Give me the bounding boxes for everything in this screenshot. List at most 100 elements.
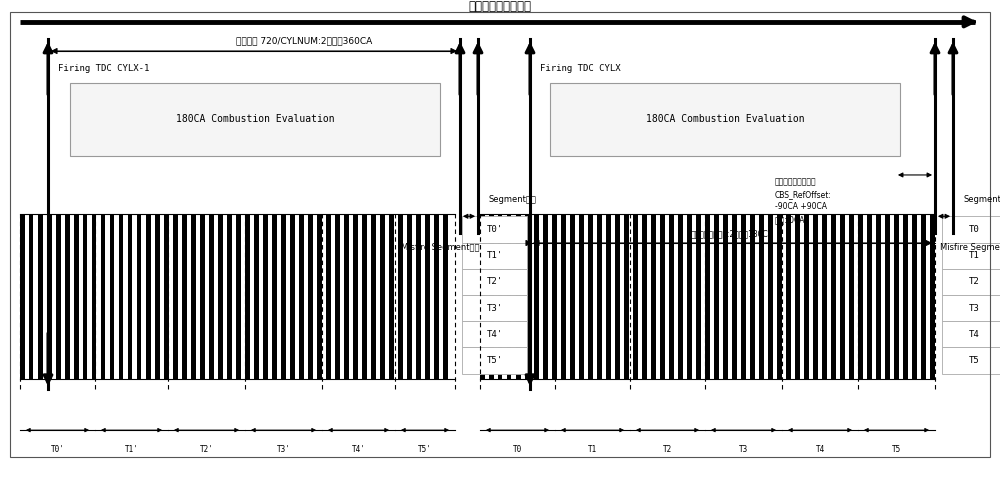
Text: T2: T2: [969, 278, 980, 286]
Bar: [29, 214, 33, 379]
Bar: [894, 214, 899, 379]
Text: T1': T1': [486, 251, 503, 260]
Bar: [65, 214, 70, 379]
Bar: [651, 214, 656, 379]
Bar: [389, 214, 394, 379]
Bar: [101, 214, 105, 379]
Bar: [47, 214, 52, 379]
Bar: [822, 214, 827, 379]
Bar: [254, 214, 259, 379]
Bar: [921, 214, 926, 379]
Bar: [200, 214, 205, 379]
Bar: [942, 269, 1000, 295]
Bar: [813, 214, 818, 379]
Bar: [579, 214, 584, 379]
Bar: [507, 214, 511, 379]
Bar: [840, 214, 845, 379]
Text: T0': T0': [486, 225, 503, 234]
Bar: [498, 214, 502, 379]
Text: T5': T5': [418, 445, 432, 454]
Bar: [858, 214, 863, 379]
Bar: [876, 214, 881, 379]
Text: T2: T2: [663, 445, 672, 454]
Text: T0': T0': [51, 445, 64, 454]
Bar: [380, 214, 385, 379]
Bar: [714, 214, 719, 379]
Bar: [128, 214, 132, 379]
Text: T4': T4': [486, 330, 503, 339]
Bar: [804, 214, 809, 379]
Bar: [615, 214, 620, 379]
Bar: [831, 214, 836, 379]
Text: T5': T5': [486, 356, 503, 365]
Bar: [290, 214, 295, 379]
Bar: [462, 321, 527, 347]
Bar: [723, 214, 728, 379]
Bar: [182, 214, 187, 379]
Bar: [867, 214, 872, 379]
Text: Misfire Segment触发: Misfire Segment触发: [940, 243, 1000, 252]
Text: T1': T1': [125, 445, 138, 454]
Text: T1: T1: [969, 251, 980, 260]
Bar: [642, 214, 647, 379]
Bar: [525, 214, 530, 379]
Text: T0: T0: [969, 225, 980, 234]
Bar: [768, 214, 773, 379]
Bar: [588, 214, 593, 379]
Bar: [173, 214, 178, 379]
Bar: [561, 214, 566, 379]
Bar: [344, 214, 349, 379]
Bar: [849, 214, 854, 379]
Bar: [263, 214, 268, 379]
Bar: [750, 214, 755, 379]
Bar: [903, 214, 908, 379]
Bar: [425, 214, 430, 379]
Bar: [443, 214, 448, 379]
Text: T4: T4: [969, 330, 980, 339]
Bar: [236, 214, 241, 379]
Bar: [759, 214, 764, 379]
Bar: [38, 214, 42, 379]
Bar: [353, 214, 358, 379]
Text: Segment触发: Segment触发: [963, 195, 1000, 204]
Bar: [272, 214, 277, 379]
Text: 发火间隔 720/CYLNUM:2缸机为360CA: 发火间隔 720/CYLNUM:2缸机为360CA: [236, 36, 372, 45]
Text: 发动机曲轴运转方向: 发动机曲轴运转方向: [468, 0, 532, 13]
Bar: [534, 214, 538, 379]
Bar: [942, 347, 1000, 374]
Bar: [326, 214, 331, 379]
Bar: [299, 214, 304, 379]
Bar: [434, 214, 439, 379]
Bar: [732, 214, 737, 379]
Bar: [489, 214, 494, 379]
Bar: [362, 214, 367, 379]
Bar: [462, 216, 527, 243]
Bar: [245, 214, 250, 379]
Bar: [462, 295, 527, 321]
Bar: [942, 243, 1000, 269]
Bar: [741, 214, 746, 379]
Bar: [308, 214, 313, 379]
Text: Segment触发: Segment触发: [488, 195, 536, 204]
Bar: [777, 214, 782, 379]
Text: Firing TDC CYLX: Firing TDC CYLX: [540, 64, 621, 72]
Bar: [335, 214, 340, 379]
Text: T4': T4': [352, 445, 365, 454]
Bar: [633, 214, 638, 379]
Bar: [885, 214, 890, 379]
Text: Firing TDC CYLX-1: Firing TDC CYLX-1: [58, 64, 149, 72]
Bar: [678, 214, 683, 379]
Bar: [942, 295, 1000, 321]
Bar: [83, 214, 88, 379]
Bar: [164, 214, 168, 379]
Text: T2': T2': [200, 445, 213, 454]
Bar: [624, 214, 629, 379]
Bar: [696, 214, 701, 379]
Bar: [137, 214, 142, 379]
Text: T1: T1: [588, 445, 597, 454]
Bar: [552, 214, 556, 379]
Bar: [462, 347, 527, 374]
Bar: [209, 214, 214, 379]
Bar: [942, 321, 1000, 347]
Bar: [146, 214, 150, 379]
